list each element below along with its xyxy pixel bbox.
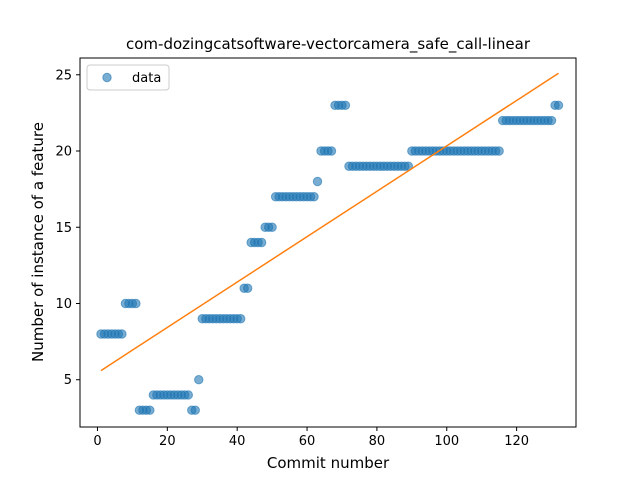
- data-point: [494, 146, 504, 156]
- chart-title: com-dozingcatsoftware-vectorcamera_safe_…: [126, 35, 531, 54]
- legend-label: data: [132, 71, 161, 86]
- plot-area: [96, 72, 564, 415]
- y-tick-label: 5: [64, 373, 72, 388]
- data-point: [194, 375, 204, 385]
- legend-box: [86, 64, 170, 91]
- data-point: [256, 237, 267, 248]
- x-tick-label: 120: [504, 434, 529, 449]
- data-point: [546, 115, 557, 126]
- y-axis-label: Number of instance of a feature: [29, 122, 47, 362]
- legend-marker: [102, 72, 112, 83]
- fit-line: [100, 72, 559, 372]
- x-tick-label: 60: [299, 434, 316, 449]
- x-tick-label: 100: [434, 434, 459, 449]
- y-tick-label: 25: [55, 68, 72, 83]
- x-tick-label: 40: [229, 434, 246, 449]
- x-tick-label: 80: [369, 434, 386, 449]
- y-tick-label: 20: [55, 145, 72, 160]
- data-point: [145, 405, 155, 415]
- axes-frame: [79, 57, 577, 428]
- x-axis-label: Commit number: [267, 454, 390, 472]
- legend: data: [86, 64, 170, 91]
- data-point: [326, 146, 337, 156]
- data-point: [190, 405, 200, 415]
- x-tick-label: 20: [159, 434, 176, 449]
- y-tick-label: 10: [55, 297, 72, 312]
- data-point: [340, 100, 351, 110]
- y-tick-label: 15: [55, 221, 72, 236]
- data-point: [183, 390, 193, 400]
- data-point: [267, 222, 277, 232]
- data-point: [309, 192, 319, 202]
- data-point: [312, 176, 323, 187]
- data-point: [553, 100, 564, 110]
- data-point: [117, 329, 127, 339]
- data-point: [235, 314, 246, 324]
- x-tick-label: 0: [93, 434, 101, 449]
- axes: 0 20 40 60 80 100 120 5 10 15 20 25: [55, 57, 577, 449]
- data-point: [242, 283, 253, 293]
- data-point: [131, 298, 141, 309]
